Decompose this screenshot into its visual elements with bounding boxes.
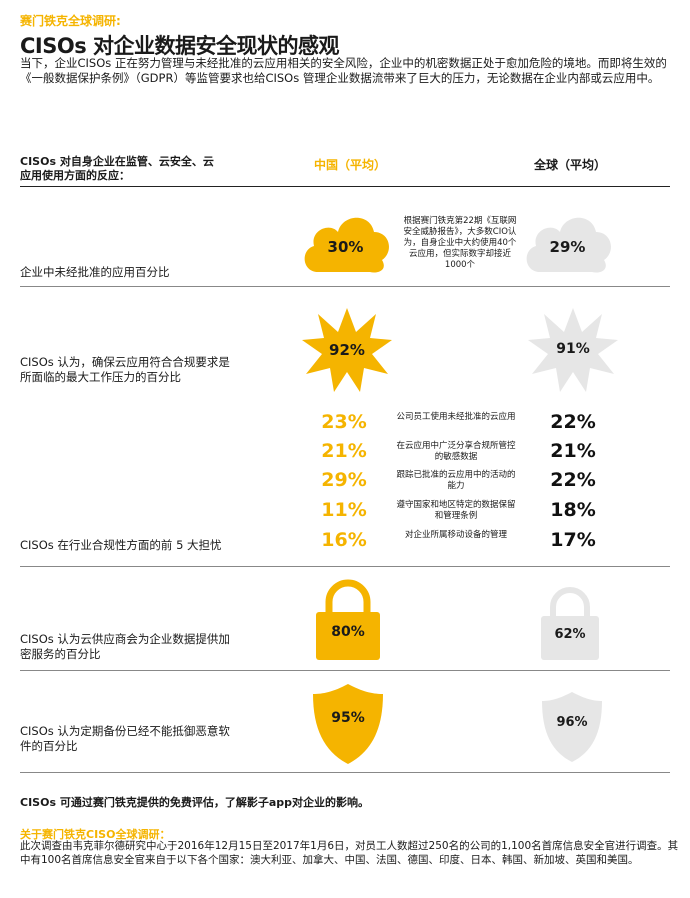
padlock-value-china: 80% (331, 624, 365, 640)
concern-5-china: 16% (321, 529, 367, 551)
shield-icon-china: 95% (311, 682, 385, 766)
cloud-value-global: 29% (549, 238, 586, 256)
row-divider (20, 566, 670, 567)
starburst-icon-global: 91% (528, 308, 618, 392)
cloud-icon-global: 29% (520, 208, 615, 278)
about-title: 关于赛门铁克CISO全球调研： (20, 828, 171, 841)
concern-2-text: 在云应用中广泛分享合规所管控的敏感数据 (396, 441, 516, 462)
shield-value-china: 95% (331, 710, 365, 726)
unapproved-apps-note: 根据赛门铁克第22期《互联网安全威胁报告》，大多数CIO认为，自身企业中大约使用… (403, 216, 517, 270)
page-title: CISOs 对企业数据安全现状的感观 (20, 34, 340, 58)
report-kicker: 赛门铁克全球调研: (20, 14, 121, 28)
padlock-icon-china: 80% (313, 578, 383, 662)
cloud-value-china: 30% (327, 238, 364, 256)
shield-icon-global: 96% (540, 690, 604, 764)
row-label-backup: CISOs 认为定期备份已经不能抵御恶意软件的百分比 (20, 724, 230, 753)
row-label-encryption: CISOs 认为云供应商会为企业数据提供加密服务的百分比 (20, 632, 230, 661)
starburst-icon-china: 92% (302, 308, 392, 392)
intro-paragraph: 当下，企业CISOs 正在努力管理与未经批准的云应用相关的安全风险，企业中的机密… (20, 56, 667, 85)
concern-5-text: 对企业所属移动设备的管理 (404, 530, 507, 540)
row-divider (20, 286, 670, 287)
row-label-unapproved-apps: 企业中未经批准的应用百分比 (20, 265, 170, 279)
padlock-value-global: 62% (554, 627, 586, 642)
concern-5-global: 17% (550, 529, 596, 551)
shield-value-global: 96% (556, 715, 588, 730)
column-header-question: CISOs 对自身企业在监管、云安全、云应用使用方面的反应： (20, 155, 214, 182)
column-header-china: 中国（平均） (313, 158, 386, 172)
column-header-global: 全球（平均） (533, 158, 606, 172)
call-to-action: CISOs 可通过赛门铁克提供的免费评估，了解影子app对企业的影响。 (20, 796, 369, 809)
concern-1-global: 22% (550, 411, 596, 433)
row-label-top5-concerns: CISOs 在行业合规性方面的前 5 大担忧 (20, 538, 222, 552)
concern-1-text: 公司员工使用未经批准的云应用 (396, 412, 516, 422)
starburst-value-global: 91% (556, 341, 590, 357)
row-divider (20, 772, 670, 773)
row-divider (20, 670, 670, 671)
concern-4-text: 遵守国家和地区特定的数据保留和管理条例 (396, 500, 516, 521)
cloud-icon-china: 30% (298, 208, 393, 278)
concern-4-global: 18% (550, 499, 596, 521)
concern-2-china: 21% (321, 440, 367, 462)
header-divider (20, 186, 670, 187)
concern-3-global: 22% (550, 469, 596, 491)
concern-3-china: 29% (321, 469, 367, 491)
padlock-icon-global: 62% (538, 584, 602, 662)
about-text: 此次调查由韦克菲尔德研究中心于2016年12月15日至2017年1月6日，对员工… (20, 840, 679, 866)
concern-4-china: 11% (321, 499, 367, 521)
row-label-compliance-pressure: CISOs 认为，确保云应用符合合规要求是所面临的最大工作压力的百分比 (20, 355, 230, 384)
concern-2-global: 21% (550, 440, 596, 462)
starburst-value-china: 92% (329, 341, 365, 359)
concern-3-text: 跟踪已批准的云应用中的活动的能力 (396, 470, 516, 491)
concern-1-china: 23% (321, 411, 367, 433)
